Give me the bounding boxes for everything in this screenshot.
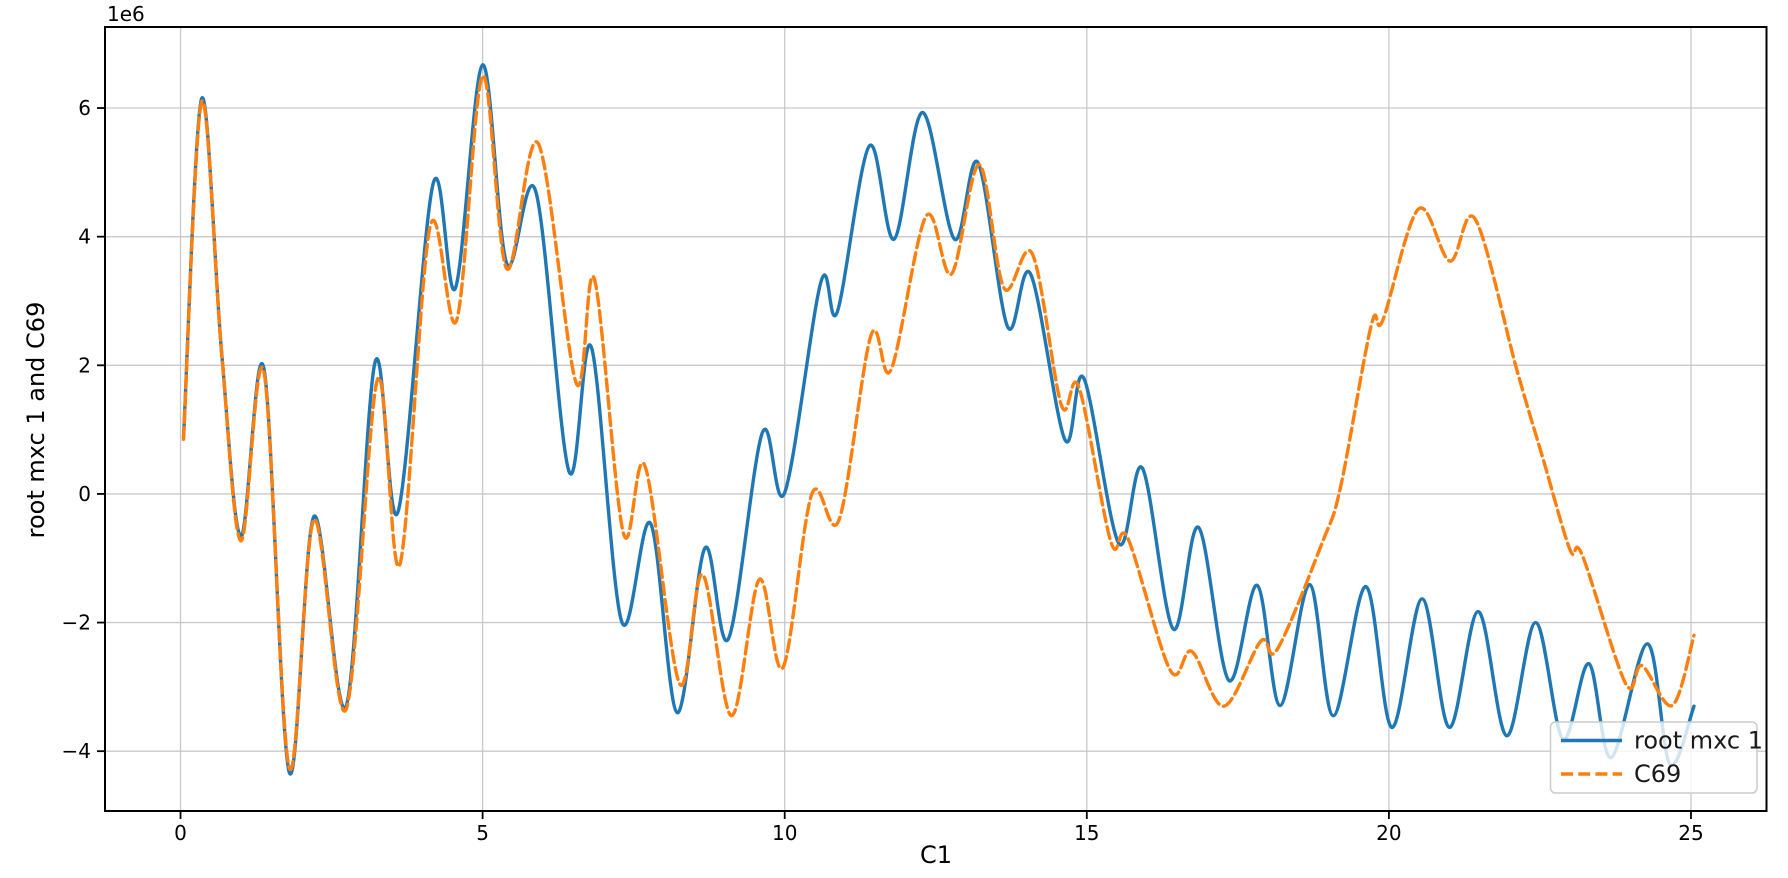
x-tick-label: 15 xyxy=(1074,821,1099,845)
axis-offset-text: 1e6 xyxy=(107,2,145,26)
series-c69 xyxy=(181,74,1696,772)
x-axis-label: C1 xyxy=(920,841,952,869)
plot-border xyxy=(104,26,1768,812)
x-tick-label: 10 xyxy=(772,821,797,845)
y-tick-label: 0 xyxy=(78,482,91,506)
curve-layer xyxy=(181,63,1696,776)
legend-label-root-mxc-1: root mxc 1 xyxy=(1634,727,1763,755)
x-tick-label: 20 xyxy=(1376,821,1401,845)
y-tick-label: 6 xyxy=(78,96,91,120)
y-tick-label: −4 xyxy=(62,739,91,763)
x-tick-label: 0 xyxy=(174,821,187,845)
legend: root mxc 1 C69 xyxy=(1549,721,1763,794)
x-tick-label: 25 xyxy=(1678,821,1703,845)
tick-layer: 0 5 10 15 20 25 −4 −2 0 2 4 6 xyxy=(62,96,1704,845)
series-root-mxc-1 xyxy=(181,63,1696,776)
x-tick-label: 5 xyxy=(476,821,489,845)
legend-label-c69: C69 xyxy=(1634,760,1681,788)
grid-layer xyxy=(105,27,1767,811)
y-tick-label: 4 xyxy=(78,225,91,249)
y-axis-label: root mxc 1 and C69 xyxy=(22,302,50,539)
y-tick-label: 2 xyxy=(78,353,91,377)
y-tick-label: −2 xyxy=(62,611,91,635)
